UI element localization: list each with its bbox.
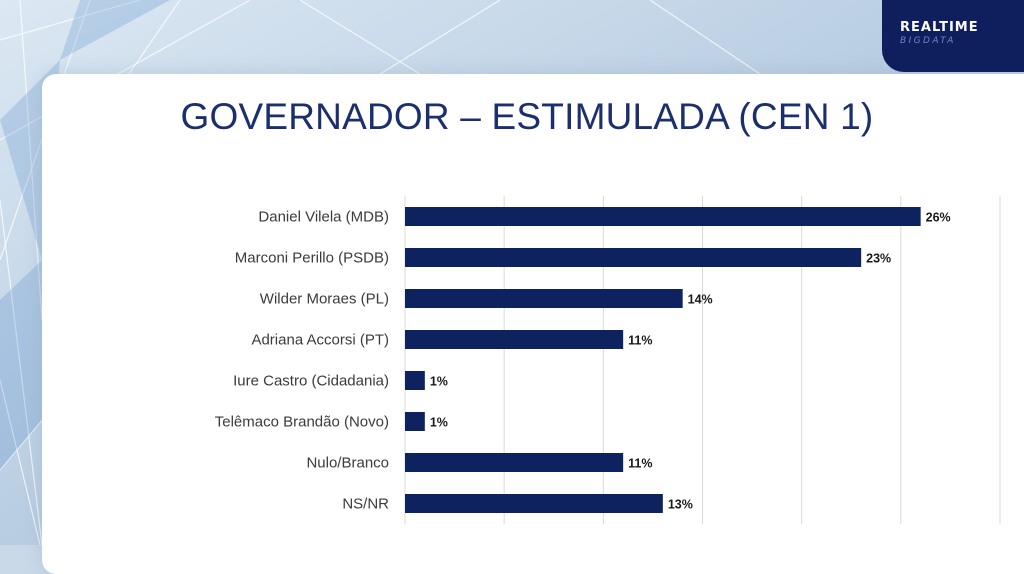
realtime-bigdata-logo: REALTIME BIGDATA	[882, 0, 1024, 72]
category-label: Wilder Moraes (PL)	[260, 291, 389, 308]
category-label: Daniel Vilela (MDB)	[258, 209, 389, 226]
category-label: Nulo/Branco	[306, 455, 389, 472]
value-label: 26%	[926, 211, 951, 225]
logo-line-1: REALTIME	[900, 20, 979, 35]
slide-title: GOVERNADOR – ESTIMULADA (CEN 1)	[180, 96, 874, 137]
slide-card	[42, 74, 1024, 574]
category-label: NS/NR	[342, 496, 389, 513]
value-label: 1%	[430, 375, 448, 389]
bar	[405, 453, 624, 472]
bar	[405, 248, 862, 267]
value-label: 11%	[628, 457, 652, 471]
bar	[405, 412, 425, 431]
value-label: 23%	[866, 252, 891, 266]
value-label: 13%	[668, 498, 693, 512]
category-label: Marconi Perillo (PSDB)	[235, 250, 389, 267]
category-label: Adriana Accorsi (PT)	[251, 332, 389, 349]
bar	[405, 494, 663, 513]
value-label: 11%	[628, 334, 652, 348]
bar	[405, 371, 425, 390]
bar	[405, 289, 683, 308]
logo-line-2: BIGDATA	[900, 36, 956, 46]
category-label: Telêmaco Brandão (Novo)	[215, 414, 389, 431]
bar	[405, 207, 921, 226]
bar	[405, 330, 624, 349]
value-label: 1%	[430, 416, 448, 430]
bar-chart: Daniel Vilela (MDB) 26% Marconi Perillo (P…	[215, 196, 1001, 524]
value-label: 14%	[688, 293, 713, 307]
category-label: Iure Castro (Cidadania)	[233, 373, 389, 390]
